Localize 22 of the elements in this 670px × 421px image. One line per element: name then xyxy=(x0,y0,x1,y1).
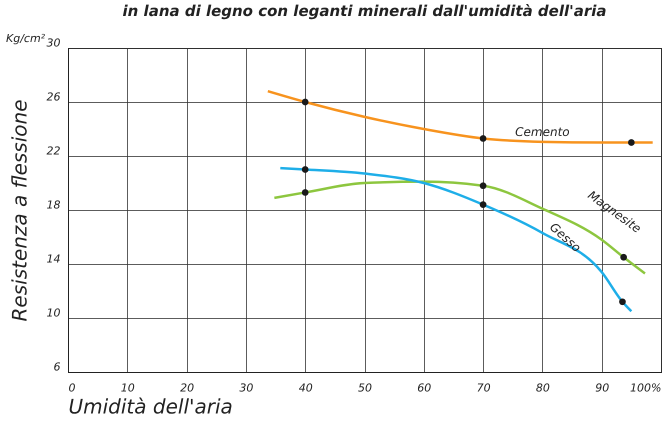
x-tick-label: 100% xyxy=(630,382,662,394)
chart-title: in lana di legno con leganti minerali dall'umidità dell'aria xyxy=(122,2,606,20)
x-tick-label: 80 xyxy=(536,382,550,394)
y-tick-label: 26 xyxy=(46,90,60,104)
y-axis-title: Resistenza a flessione xyxy=(8,100,32,322)
text: Kg/cm² xyxy=(6,32,46,45)
x-tick-label: 60 xyxy=(417,382,432,394)
x-tick-label: 0 xyxy=(68,382,76,394)
y-tick-label: 10 xyxy=(46,306,60,320)
x-tick-label: 30 xyxy=(239,382,254,394)
x-tick-label: 20 xyxy=(180,382,194,394)
y-tick-label: 30 xyxy=(46,36,60,50)
x-tick-label: 70 xyxy=(476,382,491,394)
x-tick-label: 10 xyxy=(120,382,135,394)
y-tick-label: 22 xyxy=(46,144,60,158)
x-tick-label: 50 xyxy=(358,382,372,394)
x-tick-label: 90 xyxy=(595,382,610,394)
y-tick-label: 18 xyxy=(46,198,60,212)
x-tick-label: 40 xyxy=(298,382,313,394)
y-tick-label: 6 xyxy=(54,360,60,374)
x-axis-title: Umidità dell'aria xyxy=(68,394,233,418)
y-tick-label: 14 xyxy=(46,252,60,266)
